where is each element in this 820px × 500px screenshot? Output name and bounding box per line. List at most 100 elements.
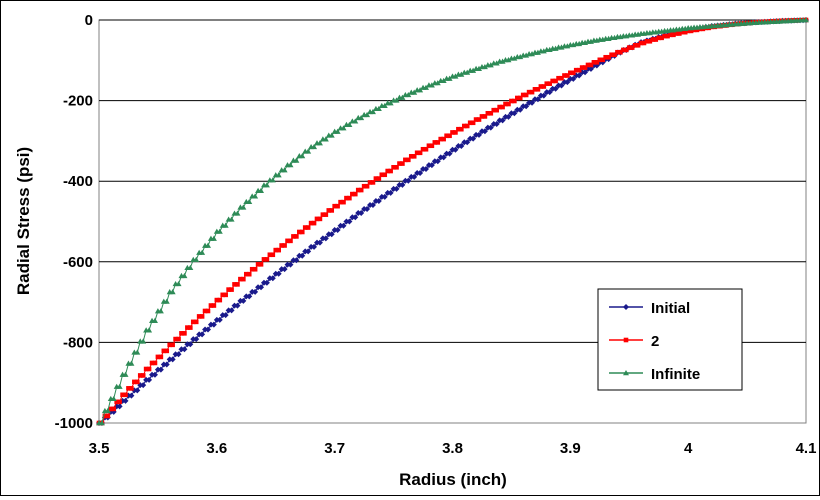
data-point	[629, 45, 635, 50]
data-point	[273, 247, 279, 253]
data-point	[275, 172, 282, 178]
data-point	[411, 154, 417, 159]
x-tick-label: 4	[684, 440, 693, 457]
data-point	[204, 242, 211, 248]
data-point	[302, 225, 308, 230]
data-point	[558, 82, 565, 89]
data-point	[210, 321, 217, 328]
series-layer	[96, 17, 809, 426]
legend-swatch-marker	[623, 304, 629, 310]
data-point	[573, 67, 579, 73]
data-point	[422, 166, 429, 173]
data-point	[459, 126, 464, 132]
data-point	[157, 366, 164, 373]
x-tick-labels: 3.5 3.6 3.7 3.8 3.9 4 4.1	[89, 440, 817, 457]
data-point	[316, 239, 323, 246]
data-point	[399, 181, 406, 188]
data-point	[187, 264, 194, 271]
data-point	[140, 382, 147, 389]
data-point	[181, 272, 188, 279]
data-point	[352, 214, 359, 221]
data-point	[540, 48, 547, 54]
data-point	[193, 319, 199, 325]
data-point	[151, 371, 158, 378]
data-point	[234, 210, 241, 216]
data-point	[512, 98, 517, 104]
data-point	[222, 222, 229, 228]
data-point	[146, 327, 153, 333]
data-point	[358, 210, 365, 217]
data-point	[352, 118, 359, 124]
data-point	[134, 379, 140, 385]
data-point	[375, 105, 382, 112]
data-point	[146, 366, 152, 372]
data-point	[529, 51, 536, 57]
data-point	[559, 75, 564, 81]
data-point	[679, 29, 685, 35]
data-point	[288, 238, 293, 244]
data-point	[482, 114, 488, 119]
data-point	[117, 399, 122, 405]
data-point	[520, 92, 526, 98]
data-point	[517, 53, 524, 60]
data-point	[479, 114, 485, 119]
data-point	[275, 270, 282, 277]
data-point	[576, 72, 583, 79]
data-point	[612, 52, 617, 58]
data-point	[341, 199, 346, 205]
data-point	[444, 133, 449, 139]
data-point	[641, 40, 647, 46]
data-point	[505, 56, 512, 63]
data-point	[600, 57, 606, 63]
data-point	[187, 341, 194, 348]
y-tick-label: -200	[63, 93, 93, 110]
data-point	[305, 248, 312, 255]
data-point	[464, 69, 471, 75]
y-axis-title: Radial Stress (psi)	[14, 147, 33, 295]
data-point	[328, 132, 335, 138]
data-point	[193, 256, 200, 262]
data-point	[638, 40, 644, 46]
data-point	[694, 27, 700, 33]
data-point	[476, 131, 483, 138]
data-point	[311, 143, 318, 150]
data-point	[367, 180, 373, 185]
data-point	[369, 201, 376, 208]
data-point	[279, 243, 284, 248]
data-point	[803, 17, 809, 23]
data-point	[476, 65, 483, 71]
data-point	[108, 406, 114, 412]
data-point	[232, 282, 237, 287]
data-point	[458, 143, 465, 150]
data-point	[662, 33, 667, 39]
data-point	[505, 113, 512, 120]
data-point	[323, 212, 329, 217]
data-point	[650, 37, 656, 42]
data-point	[417, 150, 423, 156]
data-point	[98, 420, 105, 426]
data-point	[179, 331, 184, 336]
data-point	[134, 349, 141, 355]
data-point	[364, 183, 370, 189]
data-point	[499, 58, 506, 64]
data-point	[173, 336, 178, 342]
data-point	[167, 342, 172, 348]
data-point	[134, 387, 141, 394]
data-point	[461, 123, 467, 129]
data-point	[105, 413, 111, 419]
data-point	[423, 146, 429, 152]
data-point	[370, 180, 376, 185]
data-point	[393, 97, 400, 103]
data-point	[169, 289, 176, 295]
data-point	[388, 168, 393, 174]
data-point	[205, 308, 211, 314]
data-point	[322, 235, 329, 242]
data-point	[322, 136, 329, 142]
data-point	[223, 292, 228, 298]
data-point	[375, 197, 382, 204]
data-point	[246, 271, 252, 277]
data-point	[481, 128, 488, 135]
y-tick-label: -600	[63, 254, 93, 271]
data-point	[246, 293, 253, 300]
data-point	[420, 146, 426, 152]
